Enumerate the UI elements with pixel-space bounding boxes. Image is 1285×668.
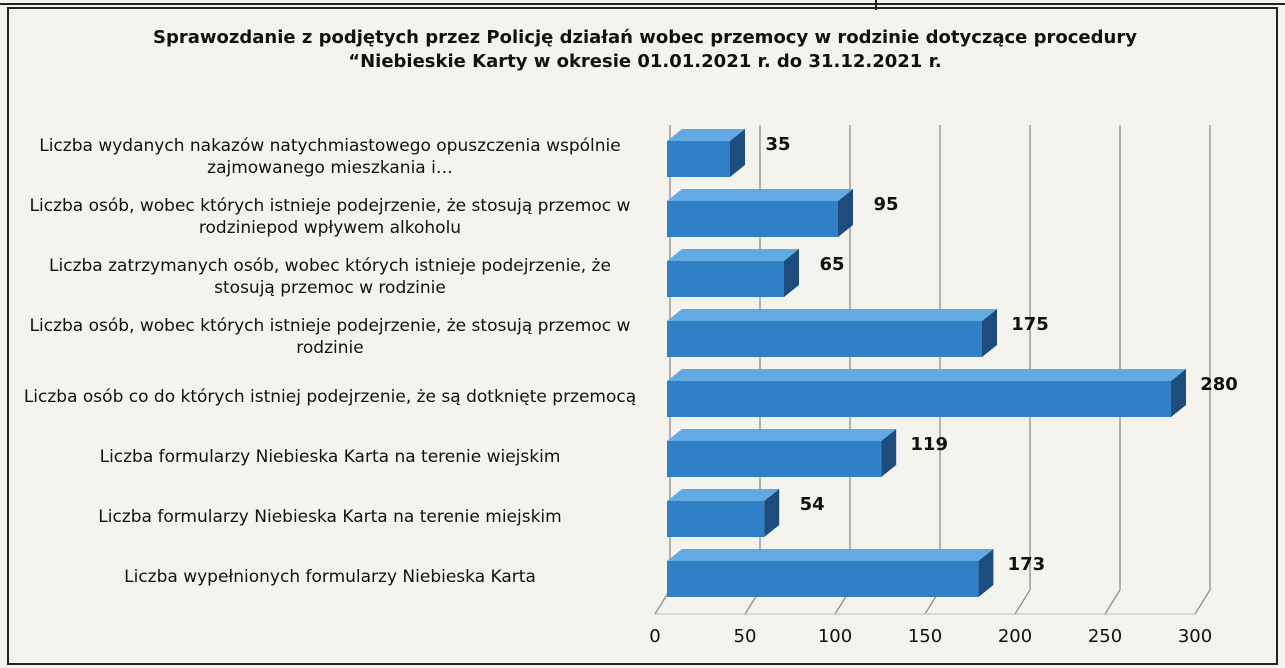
category-label: Liczba formularzy Niebieska Karta na ter…	[99, 447, 561, 467]
bar-top	[667, 369, 1186, 381]
category-label: Liczba formularzy Niebieska Karta na ter…	[98, 507, 562, 527]
bar-side	[730, 129, 745, 177]
value-label: 95	[873, 194, 898, 215]
bar	[667, 201, 838, 237]
category-label: Liczba wypełnionych formularzy Niebieska…	[124, 567, 536, 587]
category-label: Liczba osób co do których istniej podejr…	[23, 387, 637, 407]
value-label: 35	[765, 134, 790, 155]
bar	[667, 561, 979, 597]
bar	[667, 381, 1171, 417]
chart-title: Sprawozdanie z podjętych przez Policję d…	[153, 27, 1137, 72]
bar-top	[667, 429, 897, 441]
x-tick-label: 50	[734, 626, 757, 647]
bar	[667, 321, 982, 357]
axis-wall	[654, 125, 671, 615]
bar	[667, 261, 784, 297]
x-tick-label: 250	[1088, 626, 1122, 647]
bar	[667, 441, 882, 477]
value-label: 280	[1200, 374, 1238, 395]
grid-line	[1014, 125, 1031, 615]
x-tick-label: 200	[998, 626, 1032, 647]
bar-top	[667, 249, 799, 261]
category-label: Liczba osób, wobec których istnieje pode…	[29, 196, 631, 238]
x-tick-label: 0	[649, 626, 660, 647]
grid-line	[1104, 125, 1121, 615]
value-label: 65	[819, 254, 844, 275]
bar-top	[667, 549, 994, 561]
value-label: 175	[1011, 314, 1049, 335]
x-tick-label: 300	[1178, 626, 1212, 647]
grid-line	[1194, 125, 1211, 615]
value-label: 119	[910, 434, 948, 455]
bar-side	[881, 429, 897, 477]
value-label: 54	[800, 494, 825, 515]
bar-side	[764, 489, 780, 537]
bar-side	[838, 189, 853, 237]
bar	[667, 501, 765, 537]
category-label: Liczba osób, wobec których istnieje pode…	[29, 316, 631, 358]
category-label: Liczba zatrzymanych osób, wobec których …	[49, 256, 611, 298]
bar-top	[667, 489, 780, 501]
bar-side	[784, 249, 799, 297]
category-label: Liczba wydanych nakazów natychmiastowego…	[39, 136, 621, 178]
frame	[7, 7, 1278, 665]
x-tick-label: 100	[818, 626, 852, 647]
bar-top	[667, 309, 997, 321]
bar	[667, 141, 730, 177]
bar-side	[978, 549, 994, 597]
bar-top	[667, 129, 745, 141]
value-label: 173	[1008, 554, 1046, 575]
bar-side	[1171, 369, 1186, 417]
x-tick-label: 150	[908, 626, 942, 647]
bar-side	[982, 309, 997, 357]
bar-top	[667, 189, 853, 201]
